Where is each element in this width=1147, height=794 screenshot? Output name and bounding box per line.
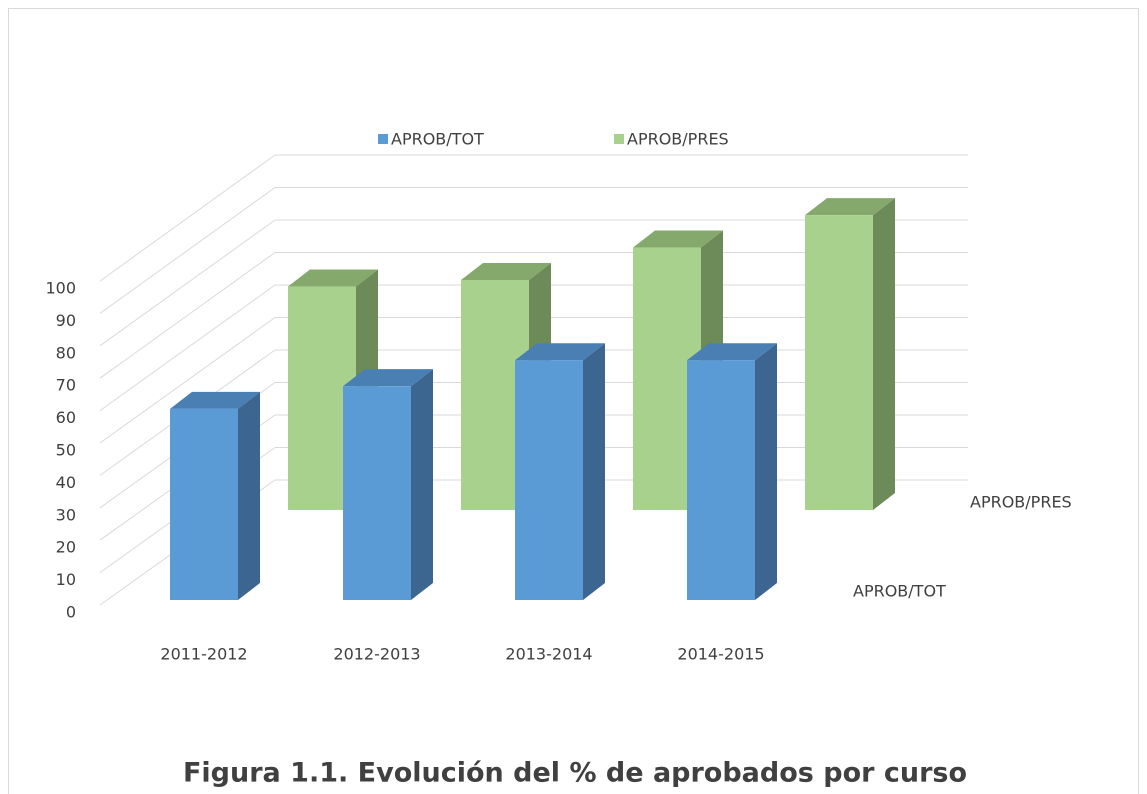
grid-line	[99, 187, 276, 314]
legend-label: APROB/TOT	[391, 130, 484, 149]
y-tick-label: 0	[66, 603, 76, 622]
bar	[515, 360, 583, 600]
x-tick-label: 2011-2012	[160, 645, 247, 664]
grid-line	[99, 154, 276, 282]
grid-line	[99, 284, 276, 412]
legend-swatch	[378, 134, 388, 144]
bar-top	[288, 269, 378, 287]
bar-side	[873, 198, 895, 510]
y-tick-label: 60	[56, 408, 76, 427]
bar-top	[633, 230, 723, 248]
y-tick-label: 80	[56, 343, 76, 362]
bar-top	[687, 343, 777, 361]
y-tick-label: 50	[56, 441, 76, 460]
y-tick-label: 90	[56, 311, 76, 330]
bar	[343, 386, 411, 600]
chart-frame	[8, 8, 1139, 794]
bar-top	[805, 198, 895, 216]
bar	[805, 215, 873, 510]
y-tick-label: 20	[56, 538, 76, 557]
bar-side	[755, 343, 777, 600]
x-tick-label: 2014-2015	[677, 645, 764, 664]
bar-top	[343, 369, 433, 387]
y-tick-label: 70	[56, 376, 76, 395]
x-tick-label: 2012-2013	[333, 645, 420, 664]
grid-line	[99, 317, 276, 444]
bar-side	[238, 391, 260, 600]
y-tick-label: 10	[56, 570, 76, 589]
bar-top	[515, 343, 605, 361]
depth-label: APROB/TOT	[853, 582, 946, 601]
legend-swatch	[614, 134, 624, 144]
bar-top	[461, 262, 551, 280]
bar-side	[583, 343, 605, 600]
grid-line	[99, 219, 276, 347]
y-tick-label: 30	[56, 505, 76, 524]
y-tick-label: 40	[56, 473, 76, 492]
chart-title: Figura 1.1. Evolución del % de aprobados…	[183, 758, 967, 789]
x-tick-label: 2013-2014	[505, 645, 592, 664]
bar-side	[411, 369, 433, 600]
legend-label: APROB/PRES	[627, 130, 729, 149]
y-tick-label: 100	[45, 279, 76, 298]
bar	[687, 360, 755, 600]
depth-label: APROB/PRES	[970, 493, 1072, 512]
bar-top	[170, 391, 260, 409]
grid-line	[99, 252, 276, 379]
bar	[170, 408, 238, 600]
